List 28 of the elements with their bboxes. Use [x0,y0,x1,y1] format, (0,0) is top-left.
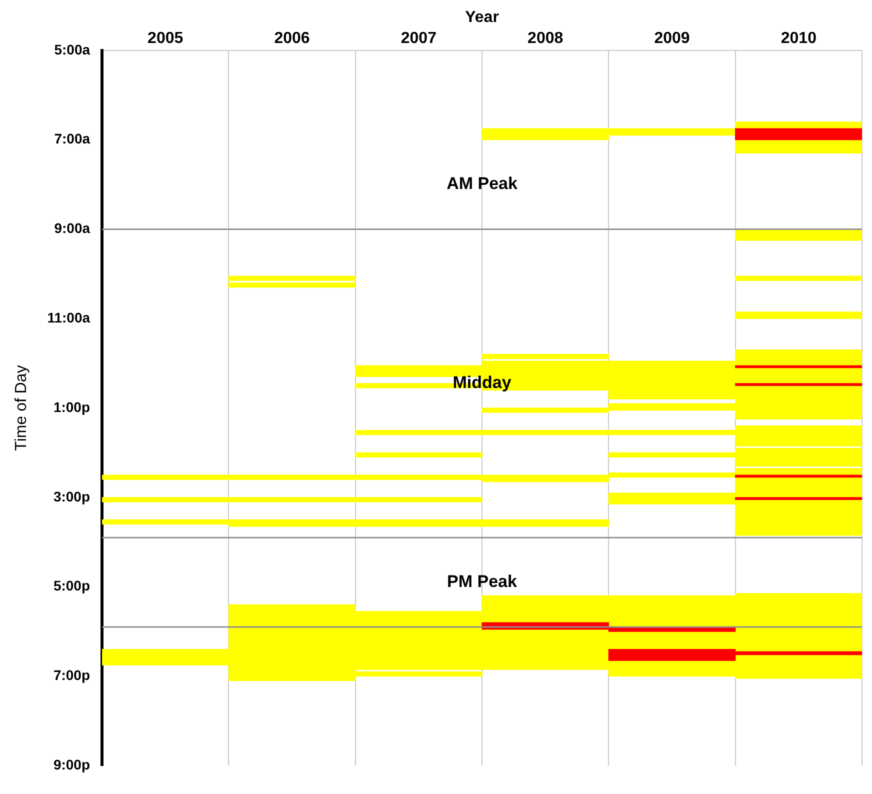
bar [735,497,862,500]
y-tick-label: 11:00a [47,309,90,326]
x-tick-label: 2005 [148,30,184,48]
y-tick-label: 5:00a [54,41,90,58]
annotation: AM Peak [446,174,518,194]
y-tick-label: 7:00p [53,667,90,684]
annotation: Midday [452,373,512,392]
y-tick-label: 5:00p [53,578,90,594]
bar [735,474,862,478]
y-tick-label: 3:00p [53,488,90,504]
bar [735,383,862,386]
bar [735,312,862,319]
x-tick-label: 2008 [528,30,564,48]
bar [735,276,862,281]
bar [735,128,862,140]
x-tick-label: 2009 [654,30,690,48]
annotation: PM Peak [447,572,518,592]
x-axis-title: Year [465,9,499,26]
y-tick-label: 9:00a [54,220,90,236]
x-tick-label: 2007 [400,30,437,48]
bar [355,452,482,458]
y-axis-title: Time of Day [13,365,30,451]
x-tick-label: 2006 [274,30,310,48]
bar [735,365,862,368]
y-tick-label: 1:00p [53,398,90,415]
x-tick-label: 2010 [780,30,817,48]
y-tick-label: 9:00p [53,756,90,772]
y-tick-label: 7:00a [54,130,90,147]
